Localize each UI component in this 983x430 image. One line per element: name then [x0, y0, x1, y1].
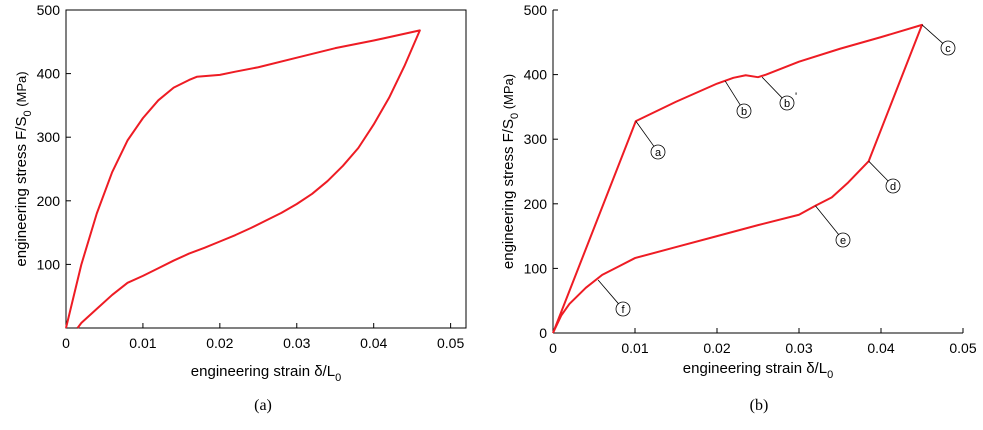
- x-tick-label: 0.04: [360, 335, 387, 351]
- annotation-c: c: [921, 24, 956, 56]
- series-line-1: [552, 23, 923, 334]
- annotation-circle: [615, 301, 631, 317]
- annotation-label: c: [945, 43, 951, 55]
- x-tick-label: 0.02: [206, 335, 233, 351]
- caption-b: (b): [749, 397, 769, 414]
- chart-panel-b: 0 0.01 0.02 0.03 0.04 0.05 0 100 200 300 400 500 eng…: [500, 2, 977, 381]
- y-tick-label: 300: [524, 131, 548, 147]
- x-tick-label: 0: [62, 335, 70, 351]
- x-tick-label: 0.03: [283, 335, 310, 351]
- x-tick-label: 0: [549, 340, 557, 356]
- y-tick-label: 200: [524, 196, 548, 212]
- annotation-d: d: [868, 160, 901, 194]
- annotation-label: b: [784, 98, 790, 110]
- plot-frame: [65, 9, 467, 329]
- y-tick-label: 100: [37, 256, 61, 272]
- x-axis-label: engineering strain δ/L0: [191, 363, 341, 384]
- annotation-leader: [635, 120, 655, 147]
- annotation-b: b: [724, 80, 752, 119]
- annotation-leader: [724, 80, 741, 106]
- annotation-circle: [779, 95, 795, 111]
- annotation-leader: [761, 76, 783, 99]
- y-tick-label: 500: [37, 2, 61, 18]
- annotation-bprime: b': [761, 76, 797, 111]
- x-axis-label: engineering strain δ/L0: [683, 360, 833, 381]
- annotation-label: b: [741, 106, 747, 118]
- annotation-leader: [815, 205, 839, 235]
- y-tick-label: 500: [524, 2, 548, 18]
- annotation-f: f: [597, 279, 631, 317]
- chart-panel-a: 0 0.01 0.02 0.03 0.04 0.05 100 200 300 400 500 engi…: [13, 2, 467, 384]
- annotation-label: d: [890, 181, 896, 193]
- annotation-prime: ': [795, 91, 797, 103]
- y-tick-label: 200: [37, 193, 61, 209]
- annotation-circle: [650, 144, 666, 160]
- x-tick-label: 0.01: [129, 335, 156, 351]
- caption-a: (a): [254, 397, 272, 414]
- annotation-label: a: [655, 147, 662, 159]
- annotation-circle: [885, 178, 901, 194]
- annotation-circle: [835, 232, 851, 248]
- y-tick-label: 0: [539, 325, 547, 341]
- series-line-1: [65, 29, 421, 329]
- x-tick-label: 0.03: [785, 340, 812, 356]
- annotation-e: e: [815, 205, 851, 248]
- y-axis-label: engineering stress F/S0 (MPa): [500, 74, 521, 269]
- x-tick-label: 0.05: [949, 340, 976, 356]
- annotation-circle: [736, 103, 752, 119]
- x-tick-label: 0.02: [703, 340, 730, 356]
- y-tick-label: 300: [37, 129, 61, 145]
- x-tick-label: 0.04: [867, 340, 894, 356]
- y-axis-label: engineering stress F/S0 (MPa): [13, 71, 34, 266]
- x-tick-label: 0.01: [621, 340, 648, 356]
- annotation-leader: [597, 279, 619, 304]
- annotation-leader: [868, 160, 889, 182]
- y-tick-label: 400: [524, 67, 548, 83]
- annotation-label: f: [621, 304, 625, 316]
- y-tick-label: 400: [37, 66, 61, 82]
- annotation-circle: [940, 40, 956, 56]
- y-tick-label: 100: [524, 260, 548, 276]
- annotation-a: a: [635, 120, 666, 160]
- annotation-leader: [921, 24, 944, 44]
- annotation-label: e: [840, 235, 846, 247]
- x-tick-label: 0.05: [437, 335, 464, 351]
